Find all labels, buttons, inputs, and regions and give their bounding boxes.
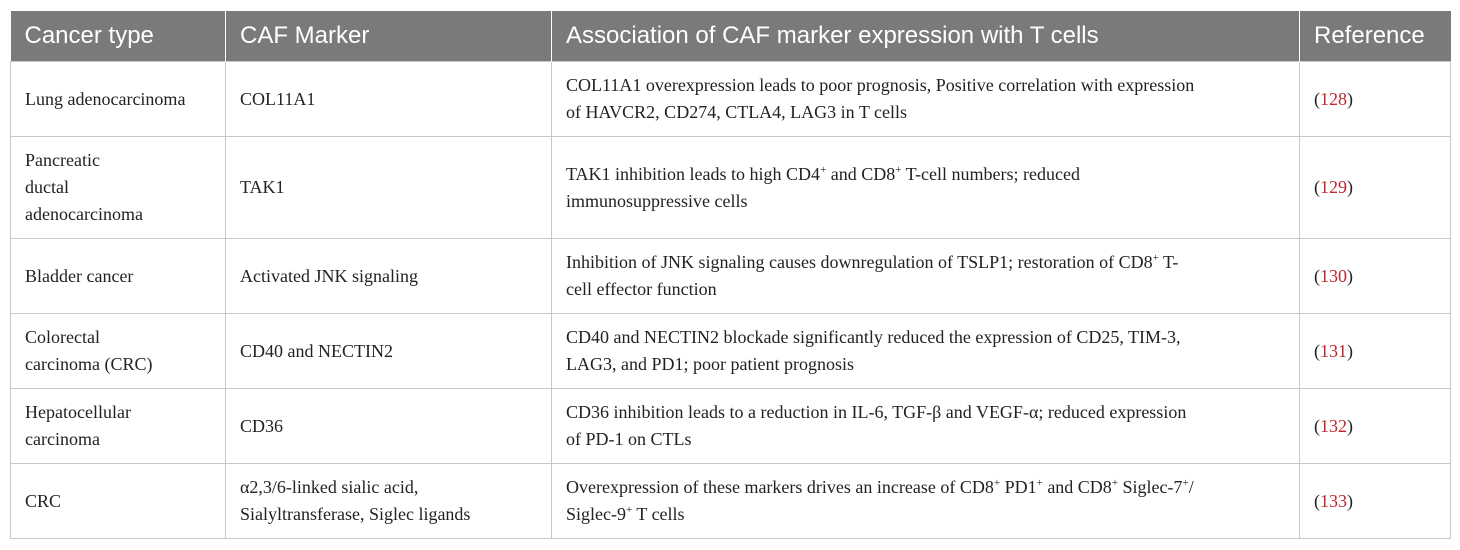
caf-marker-text: CD36 [240, 415, 284, 436]
table-header-row: Cancer type CAF Marker Association of CA… [10, 11, 1451, 62]
reference-link[interactable]: 129 [1320, 177, 1347, 197]
table-row: Pancreatic ductal adenocarcinoma TAK1 TAK1… [10, 136, 1451, 239]
table-row: Hepatocellular carcinoma CD36 CD36 inhibi… [10, 388, 1451, 464]
cell-caf-marker: α2,3/6-linked sialic acid, Sialyltransfer… [225, 463, 552, 539]
cell-association: CD40 and NECTIN2 blockade significantly … [551, 313, 1300, 389]
cell-cancer-type: CRC [10, 463, 226, 539]
table-row: Colorectal carcinoma (CRC) CD40 and NECTI… [10, 313, 1451, 389]
caf-marker-text: Activated JNK signaling [240, 265, 418, 286]
cell-reference: (132) [1299, 388, 1451, 464]
cell-reference: (131) [1299, 313, 1451, 389]
cancer-type-text: Bladder cancer [25, 265, 134, 286]
caf-marker-text: CD40 and NECTIN2 [240, 340, 393, 361]
cell-cancer-type: Hepatocellular carcinoma [10, 388, 226, 464]
cell-caf-marker: Activated JNK signaling [225, 238, 552, 314]
cell-reference: (128) [1299, 61, 1451, 137]
reference-link[interactable]: 133 [1320, 490, 1347, 511]
cell-cancer-type: Pancreatic ductal adenocarcinoma [10, 136, 226, 239]
cell-caf-marker: TAK1 [225, 136, 552, 239]
data-table-container: Cancer type CAF Marker Association of CA… [10, 11, 1451, 539]
reference-link[interactable]: 131 [1320, 340, 1347, 361]
cell-caf-marker: CD40 and NECTIN2 [225, 313, 552, 389]
reference-link[interactable]: 130 [1320, 265, 1347, 286]
cell-caf-marker: COL11A1 [225, 61, 552, 137]
cell-cancer-type: Colorectal carcinoma (CRC) [10, 313, 226, 389]
caf-marker-text: COL11A1 [240, 88, 316, 109]
cancer-type-text: Lung adenocarcinoma [25, 88, 186, 109]
header-caf-marker: CAF Marker [225, 11, 552, 62]
header-association: Association of CAF marker expression wit… [551, 11, 1300, 62]
cell-cancer-type: Bladder cancer [10, 238, 226, 314]
cell-cancer-type: Lung adenocarcinoma [10, 61, 226, 137]
cell-association: Inhibition of JNK signaling causes downr… [551, 238, 1300, 314]
header-reference: Reference [1299, 11, 1451, 62]
reference-link[interactable]: 128 [1320, 88, 1347, 109]
table-row: Lung adenocarcinoma COL11A1 COL11A1 over… [10, 61, 1451, 137]
cell-reference: (133) [1299, 463, 1451, 539]
header-cancer-type: Cancer type [10, 11, 226, 62]
cell-reference: (130) [1299, 238, 1451, 314]
table-row: Bladder cancer Activated JNK signaling I… [10, 238, 1451, 314]
cell-association: Overexpression of these markers drives a… [551, 463, 1300, 539]
table-row: CRC α2,3/6-linked sialic acid, Sialyltran… [10, 463, 1451, 539]
caf-marker-text: TAK1 [240, 177, 285, 197]
caf-marker-table: Cancer type CAF Marker Association of CA… [10, 11, 1451, 539]
cancer-type-text: CRC [25, 490, 62, 511]
cell-reference: (129) [1299, 136, 1451, 239]
cell-caf-marker: CD36 [225, 388, 552, 464]
reference-link[interactable]: 132 [1320, 415, 1347, 436]
cell-association: TAK1 inhibition leads to high CD4+ and C… [551, 136, 1300, 239]
cell-association: COL11A1 overexpression leads to poor pro… [551, 61, 1300, 137]
cell-association: CD36 inhibition leads to a reduction in … [551, 388, 1300, 464]
